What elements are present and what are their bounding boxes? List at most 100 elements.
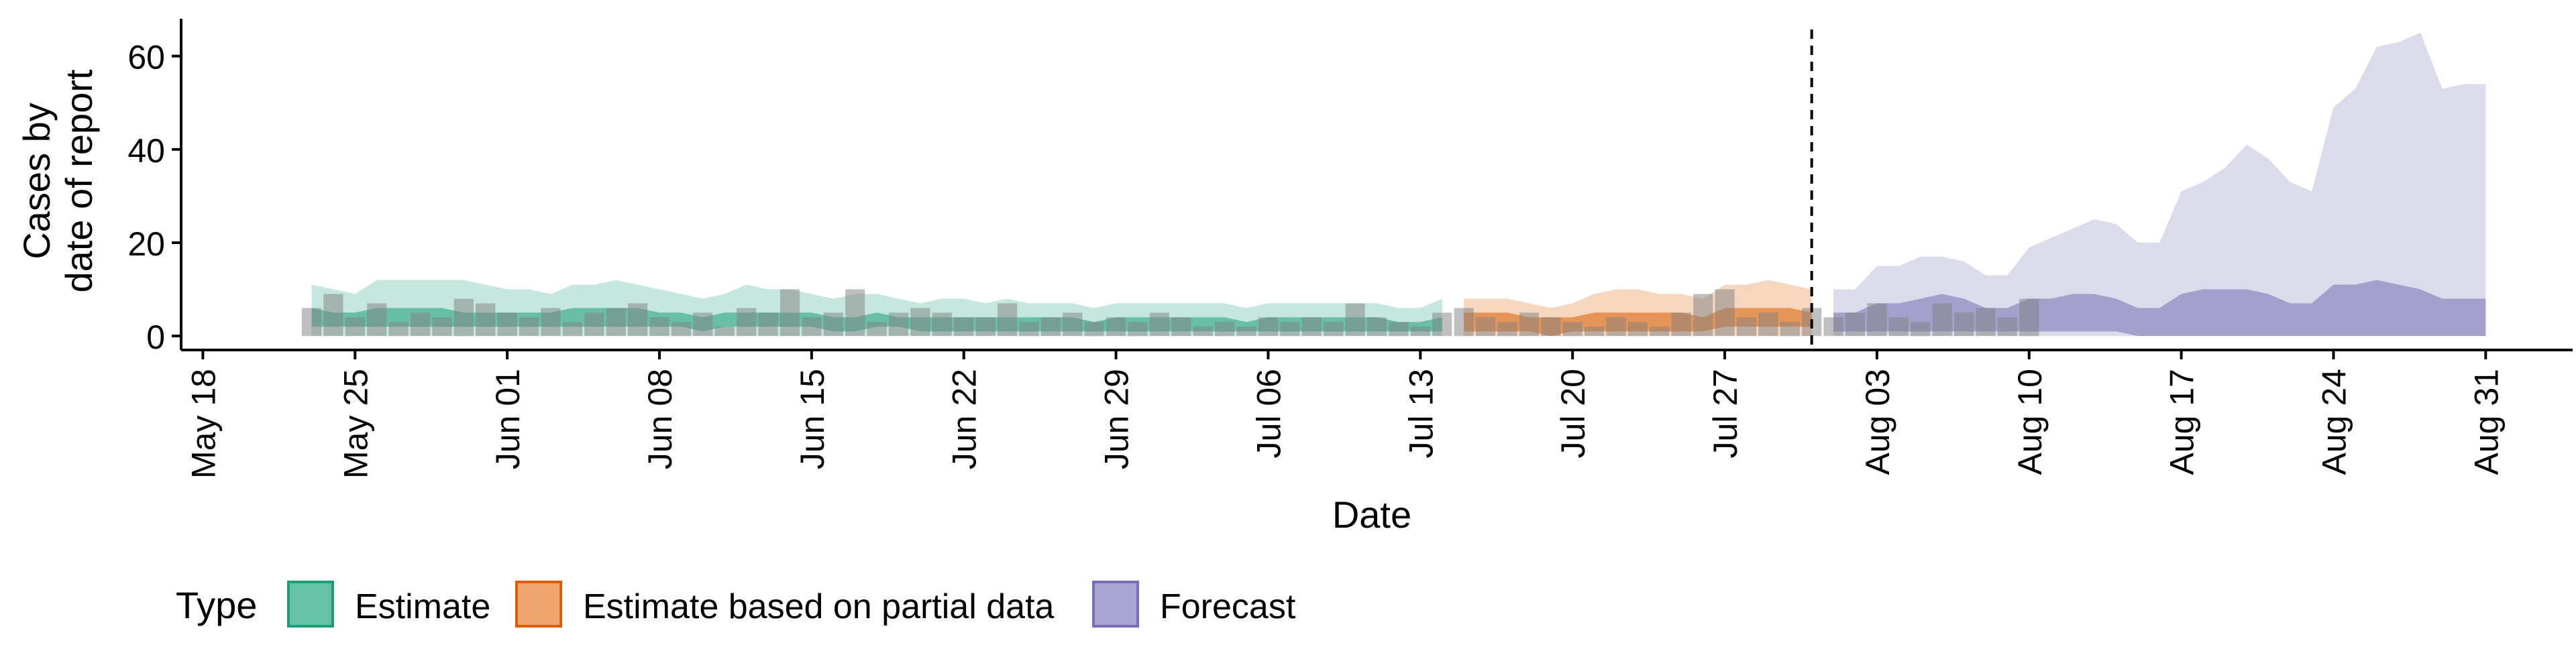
reported-case-bar (714, 327, 735, 337)
reported-case-bar (476, 303, 496, 337)
x-tick-label: Jul 20 (1554, 369, 1592, 458)
reported-case-bar (1236, 327, 1256, 337)
forecast-band-50 (1833, 280, 2486, 337)
reported-case-bar (1954, 312, 1974, 337)
reported-case-bar (1888, 317, 1909, 337)
reported-case-bar (737, 308, 757, 337)
x-tick-label: Aug 24 (2316, 369, 2353, 475)
x-tick-label: Aug 17 (2163, 369, 2201, 475)
reported-case-bar (758, 312, 778, 337)
reported-case-bar (780, 289, 800, 337)
reported-case-bar (1671, 312, 1691, 337)
reported-case-bar (1585, 327, 1605, 337)
reported-case-bar (1541, 317, 1561, 337)
reported-case-bar (998, 303, 1018, 337)
reported-case-bar (2019, 298, 2039, 337)
reported-case-bar (1497, 322, 1517, 337)
reported-case-bar (1997, 317, 2017, 337)
y-tick-label: 0 (146, 318, 165, 356)
x-tick-label: Jun 22 (946, 369, 983, 469)
reported-case-bar (1432, 312, 1452, 337)
reported-case-bar (1780, 322, 1800, 337)
reported-case-bar (1389, 322, 1409, 337)
reported-case-bar (954, 317, 974, 337)
forecast-band-90 (1833, 32, 2486, 337)
reported-case-bar (888, 312, 909, 337)
reported-case-bar (1345, 303, 1365, 337)
reported-case-bar (1454, 308, 1474, 337)
reported-case-bar (1715, 289, 1735, 337)
y-axis-label-line-1: Cases by (15, 103, 58, 259)
reported-case-bar (1911, 322, 1931, 337)
reported-case-bar (1324, 322, 1344, 337)
reported-case-bar (432, 317, 452, 337)
reported-case-bar (1280, 322, 1300, 337)
reported-case-bar (562, 322, 582, 337)
reported-case-bar (1063, 312, 1083, 337)
x-tick-label: Jun 08 (641, 369, 679, 469)
reported-case-bar (388, 322, 409, 337)
y-tick-label: 40 (127, 132, 165, 170)
reported-case-bar (1650, 327, 1670, 337)
x-tick-label: Jul 06 (1250, 369, 1287, 458)
reported-case-bar (802, 317, 822, 337)
reported-case-bar (1128, 322, 1148, 337)
y-tick-label: 20 (127, 225, 165, 263)
reported-case-bar (606, 308, 626, 337)
x-tick-label: Jul 27 (1707, 369, 1744, 458)
reported-case-bar (1084, 322, 1104, 337)
reported-case-bar (410, 312, 431, 337)
reported-case-bar (1258, 317, 1279, 337)
reported-case-bar (910, 308, 930, 337)
reported-case-bar (671, 322, 691, 337)
reported-case-bar (1410, 327, 1430, 337)
reported-case-bar (453, 298, 474, 337)
reported-case-bar (1193, 327, 1213, 337)
reported-case-bar (649, 317, 669, 337)
reported-case-bar (301, 308, 322, 337)
reported-case-bar (1366, 317, 1387, 337)
reported-case-bar (1823, 317, 1843, 337)
x-tick-label: Aug 10 (2011, 369, 2049, 475)
reported-case-bar (1040, 317, 1061, 337)
reported-case-bar (628, 303, 648, 337)
x-tick-label: Aug 31 (2467, 369, 2505, 475)
y-axis-label-line-2: date of report (58, 69, 100, 293)
legend-item-label: Forecast (1160, 587, 1296, 626)
reported-case-bar (932, 312, 952, 337)
reported-case-bar (584, 312, 604, 337)
reported-case-bar (323, 294, 343, 337)
reported-case-bar (1693, 294, 1713, 337)
legend: Type Estimate Estimate based on partial d… (176, 581, 1296, 628)
reported-case-bar (367, 303, 387, 337)
reported-case-bar (1932, 303, 1952, 337)
reported-case-bar (1476, 317, 1496, 337)
reported-case-bar (497, 312, 517, 337)
legend-item-label: Estimate based on partial data (583, 587, 1055, 626)
legend-title: Type (176, 584, 257, 626)
x-tick-label: May 25 (337, 369, 374, 479)
reported-case-bar (1976, 308, 1996, 337)
y-tick-layer: 0 20 40 60 (127, 39, 181, 356)
legend-swatch (287, 581, 334, 628)
reported-case-bar (693, 312, 713, 337)
reported-case-bar (345, 317, 365, 337)
x-tick-label: May 18 (184, 369, 222, 479)
reported-case-bar (1519, 312, 1539, 337)
x-tick-label: Jun 01 (489, 369, 527, 469)
reported-case-bar (1736, 317, 1757, 337)
x-tick-layer: May 18 May 25 Jun 01 Jun 08 Jun 15 Jun 22 Jun … (184, 350, 2505, 479)
reported-case-bar (1562, 322, 1582, 337)
reported-case-bar (867, 322, 887, 337)
reported-case-bar (1019, 322, 1039, 337)
reported-case-bar (823, 312, 843, 337)
y-tick-label: 60 (127, 39, 165, 76)
reported-case-bar (845, 289, 865, 337)
reported-case-bar (1627, 322, 1648, 337)
reported-case-bar (1171, 317, 1191, 337)
reported-case-bar (519, 317, 539, 337)
x-tick-label: Jun 29 (1098, 369, 1136, 469)
reported-case-bar (1301, 317, 1322, 337)
